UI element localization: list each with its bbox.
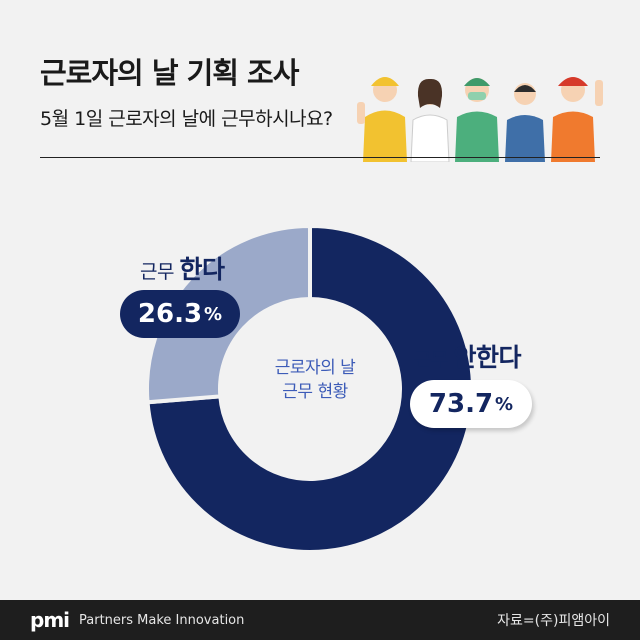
- slice-label-work-prefix: 근무: [140, 261, 174, 283]
- donut-center-line-1: 근로자의 날: [274, 358, 356, 378]
- firefighter-figure: [551, 77, 603, 162]
- source-credit: 자료=(주)피앰아이: [497, 613, 610, 629]
- slice-value-work: 26.3: [137, 299, 203, 329]
- slice-no-work: [145, 223, 475, 554]
- construction-worker-figure: [357, 77, 407, 162]
- doctor-figure: [455, 78, 499, 162]
- slice-label-no-work-prefix: 근무: [414, 349, 448, 371]
- office-worker-figure: [410, 78, 450, 162]
- percent-unit: %: [204, 303, 223, 325]
- slice-label-work: 근무 한다: [140, 250, 225, 286]
- brand-tagline: Partners Make Innovation: [79, 612, 245, 628]
- police-officer-figure: [505, 83, 545, 162]
- slice-label-work-emph: 한다: [179, 255, 226, 284]
- slice-value-badge-work: 26.3%: [120, 290, 240, 338]
- slice-label-no-work: 근무 안한다: [414, 338, 522, 374]
- page-title: 근로자의 날 기획 조사: [40, 56, 299, 90]
- slice-label-no-work-emph: 안한다: [453, 343, 522, 372]
- slice-value-badge-no-work: 73.7%: [410, 380, 532, 428]
- donut-center-line-2: 근무 현황: [282, 382, 348, 402]
- percent-unit: %: [495, 393, 514, 415]
- pmi-logo: pmi: [30, 608, 70, 632]
- page-subtitle: 5월 1일 근로자의 날에 근무하시나요?: [40, 108, 333, 130]
- header-divider: [40, 157, 600, 158]
- workers-illustration: [357, 77, 603, 162]
- slice-value-no-work: 73.7: [428, 389, 494, 419]
- brand: pmi Partners Make Innovation: [30, 608, 244, 632]
- footer-bar: pmi Partners Make Innovation 자료=(주)피앰아이: [0, 600, 640, 640]
- donut-center-label: 근로자의 날 근무 현황: [240, 356, 390, 404]
